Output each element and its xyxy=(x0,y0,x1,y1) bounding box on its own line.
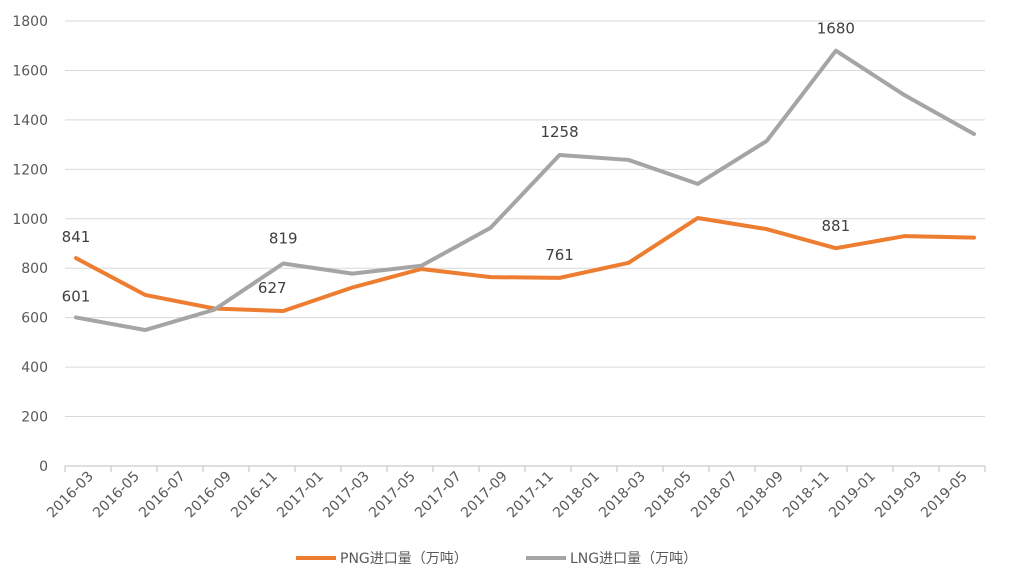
legend: PNG进口量（万吨） LNG进口量（万吨） xyxy=(296,551,697,567)
y-tick-label-1600: 1600 xyxy=(12,63,48,79)
y-tick-label-800: 800 xyxy=(21,261,48,277)
data-label-png-841: 841 xyxy=(62,228,91,246)
y-tick-label-1800: 1800 xyxy=(12,14,48,30)
x-tick-label-2016-09: 2016-09 xyxy=(182,469,235,522)
x-tick-label-2019-05: 2019-05 xyxy=(918,469,971,522)
gridlines xyxy=(65,20,985,418)
x-tick-label-2017-09: 2017-09 xyxy=(458,469,511,522)
series-lines xyxy=(74,48,976,333)
y-tick-label-1400: 1400 xyxy=(12,113,48,129)
x-tick-label-2018-05: 2018-05 xyxy=(642,469,695,522)
x-tick-label-2019-01: 2019-01 xyxy=(826,469,879,522)
x-tick-label-2016-07: 2016-07 xyxy=(136,469,189,522)
data-label-png-761: 761 xyxy=(545,246,574,264)
y-tick-labels: 0 200 400 600 800 1000 1200 1400 1600 1800 xyxy=(12,14,48,475)
series-line-png xyxy=(74,216,976,313)
x-tick-label-2019-03: 2019-03 xyxy=(872,469,925,522)
x-tick-label-2016-03: 2016-03 xyxy=(44,469,97,522)
y-tick-label-0: 0 xyxy=(39,459,48,475)
data-label-png-881: 881 xyxy=(822,217,851,235)
y-tick-label-1200: 1200 xyxy=(12,162,48,178)
x-tick-label-2018-03: 2018-03 xyxy=(596,469,649,522)
data-label-lng-601: 601 xyxy=(62,287,91,305)
x-tick-label-2018-09: 2018-09 xyxy=(734,469,787,522)
y-tick-label-600: 600 xyxy=(21,311,48,327)
x-tick-label-2018-01: 2018-01 xyxy=(550,469,603,522)
x-tick-label-2017-11: 2017-11 xyxy=(504,469,557,522)
x-tick-label-2018-07: 2018-07 xyxy=(688,469,741,522)
legend-label-png: PNG进口量（万吨） xyxy=(340,551,468,567)
data-labels: 841 627 761 881 601 819 1258 1680 xyxy=(62,20,855,306)
data-label-lng-819: 819 xyxy=(269,230,298,248)
y-tick-label-1000: 1000 xyxy=(12,212,48,228)
x-tick-label-2017-07: 2017-07 xyxy=(412,469,465,522)
x-tick-labels: 2016-032016-052016-072016-092016-112017-… xyxy=(44,469,971,522)
x-axis xyxy=(64,465,986,472)
x-tick-label-2017-01: 2017-01 xyxy=(274,469,327,522)
data-label-lng-1680: 1680 xyxy=(817,20,855,38)
data-label-lng-1258: 1258 xyxy=(540,123,578,141)
data-label-png-627: 627 xyxy=(258,279,287,297)
series-line-lng xyxy=(74,48,976,333)
x-tick-label-2017-05: 2017-05 xyxy=(366,469,419,522)
x-tick-label-2016-05: 2016-05 xyxy=(90,469,143,522)
x-tick-label-2016-11: 2016-11 xyxy=(228,469,281,522)
y-tick-label-400: 400 xyxy=(21,360,48,376)
x-tick-label-2018-11: 2018-11 xyxy=(780,469,833,522)
y-tick-label-200: 200 xyxy=(21,410,48,426)
x-tick-label-2017-03: 2017-03 xyxy=(320,469,373,522)
legend-label-lng: LNG进口量（万吨） xyxy=(570,551,697,567)
